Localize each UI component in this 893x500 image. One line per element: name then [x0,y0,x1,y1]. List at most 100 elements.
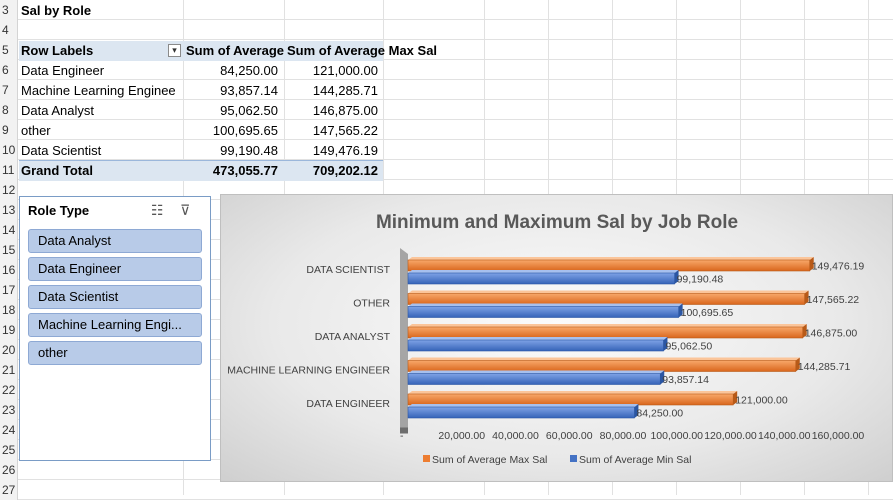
slicer-item-data-engineer[interactable]: Data Engineer [28,257,202,281]
row-number[interactable]: 13 [0,200,18,220]
pivot-col2-header[interactable]: Sum of Average Max Sal [287,43,438,58]
sheet-row: 9 [0,120,893,140]
data-label: 84,250.00 [636,408,683,420]
bar-side-face [733,391,738,405]
pivot-row-label[interactable]: Machine Learning Enginee [21,83,176,98]
chart-canvas: Minimum and Maximum Sal by Job Role DATA … [227,212,865,466]
row-number[interactable]: 20 [0,340,18,360]
bar-max-sal [407,259,811,272]
sheet-row: 7 [0,80,893,100]
sheet-row: 10 [0,140,893,160]
category-label: DATA SCIENTIST [306,264,390,276]
data-label: 147,565.22 [807,294,860,306]
pivot-row-label[interactable]: Data Scientist [21,143,102,158]
slicer-item-data-analyst[interactable]: Data Analyst [28,229,202,253]
legend-label-min: Sum of Average Min Sal [579,454,691,466]
category-label: DATA ENGINEER [306,398,390,410]
row-number[interactable]: 6 [0,60,18,80]
slicer-item-machine-learning-engineer[interactable]: Machine Learning Engi... [28,313,202,337]
pivot-row-value-min[interactable]: 95,062.50 [220,103,278,118]
category-label: MACHINE LEARNING ENGINEER [227,365,390,377]
bar-side-face [660,370,665,385]
filter-dropdown-icon[interactable]: ▾ [168,44,181,57]
slicer-item-other[interactable]: other [28,341,202,365]
row-number[interactable]: 14 [0,220,18,240]
bar-top-face [408,391,738,394]
row-number[interactable]: 5 [0,40,18,60]
sheet-row: 27 [0,480,893,500]
bar-side-face [795,357,800,372]
pivot-row-value-max[interactable]: 146,875.00 [312,103,378,118]
row-number[interactable]: 16 [0,260,18,280]
row-number[interactable]: 21 [0,360,18,380]
bar-side-face [674,270,679,284]
x-tick-label: 60,000.00 [546,430,593,442]
data-label: 144,285.71 [798,361,851,373]
row-number[interactable]: 9 [0,120,18,140]
pivot-row-value-max[interactable]: 147,565.22 [312,123,378,138]
pivot-row-value-min[interactable]: 84,250.00 [220,63,278,78]
row-number[interactable]: 3 [0,0,18,20]
pivot-total-min[interactable]: 473,055.77 [212,163,278,178]
pivot-row-value-max[interactable]: 149,476.19 [312,143,378,158]
row-number[interactable]: 8 [0,100,18,120]
legend-swatch-min [570,455,577,462]
data-label: 146,875.00 [805,328,858,340]
pivot-total-label[interactable]: Grand Total [21,163,93,178]
pivot-row-value-min[interactable]: 100,695.65 [212,123,278,138]
pivot-row-label[interactable]: Data Engineer [21,63,105,78]
pivot-row-labels-header[interactable]: Row Labels [21,43,94,58]
sheet-row: 6 [0,60,893,80]
bar-top-face [408,357,800,361]
sheet-row: 4 [0,20,893,40]
row-number[interactable]: 25 [0,440,18,460]
pivot-row-value-min[interactable]: 93,857.14 [220,83,278,98]
x-tick-label: - [400,430,404,442]
role-type-slicer[interactable]: Role Type ☷ ⊽ Data Analyst Data Engineer… [19,196,211,461]
row-number[interactable]: 7 [0,80,18,100]
row-number[interactable]: 24 [0,420,18,440]
row-number[interactable]: 27 [0,480,18,500]
data-label: 149,476.19 [812,261,865,273]
pivot-row-value-min[interactable]: 99,190.48 [220,143,278,158]
row-number[interactable]: 10 [0,140,18,160]
pivot-row-value-max[interactable]: 144,285.71 [312,83,378,98]
salary-bar-chart[interactable]: Minimum and Maximum Sal by Job Role DATA … [220,194,893,482]
row-number[interactable]: 17 [0,280,18,300]
row-number[interactable]: 19 [0,320,18,340]
pivot-row-label[interactable]: other [21,123,51,138]
row-number[interactable]: 4 [0,20,18,40]
bar-top-face [408,404,639,407]
sheet-row: 3 [0,0,893,20]
pivot-total-max[interactable]: 709,202.12 [312,163,378,178]
data-label: 99,190.48 [677,274,724,286]
bar-min-sal [407,272,675,285]
multi-select-icon[interactable]: ☷ [151,202,164,218]
sheet-row: 8 [0,100,893,120]
row-number[interactable]: 11 [0,160,18,180]
row-number[interactable]: 12 [0,180,18,200]
row-number[interactable]: 15 [0,240,18,260]
clear-filter-icon[interactable]: ⊽ [180,202,191,218]
bar-side-face [663,337,668,351]
bar-top-face [408,370,665,374]
row-number[interactable]: 18 [0,300,18,320]
x-tick-label: 20,000.00 [438,430,485,442]
row-number[interactable]: 22 [0,380,18,400]
bar-min-sal [407,373,661,385]
x-tick-label: 140,000.00 [758,430,811,442]
sheet-title[interactable]: Sal by Role [21,3,92,18]
row-number[interactable]: 26 [0,460,18,480]
row-number[interactable]: 23 [0,400,18,420]
slicer-title: Role Type [28,203,90,218]
slicer-item-data-scientist[interactable]: Data Scientist [28,285,202,309]
pivot-row-value-max[interactable]: 121,000.00 [312,63,378,78]
pivot-row-label[interactable]: Data Analyst [21,103,94,118]
bar-side-face [809,257,814,271]
bar-side-face [804,290,809,305]
bar-side-face [802,324,807,338]
bar-top-face [408,337,668,340]
pivot-col1-header[interactable]: Sum of Average [186,43,285,58]
sheet-row: 5 [0,40,893,60]
data-label: 121,000.00 [735,395,788,407]
